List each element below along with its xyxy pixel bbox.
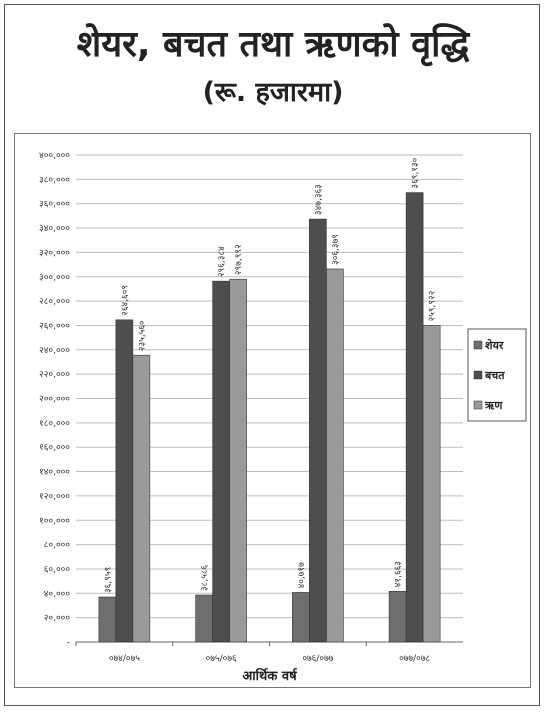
y-tick-label: २२०,०००: [39, 370, 70, 380]
data-label: २९७,९९२: [234, 244, 244, 275]
x-axis-label: आर्थिक वर्ष: [242, 668, 297, 684]
y-tick-label: ३४०,०००: [39, 224, 70, 234]
y-tick-label: ४००,०००: [39, 151, 70, 161]
legend-swatch: [473, 400, 483, 410]
x-tick-label: ०७४/०७५: [109, 654, 140, 664]
data-label: २३५,५६०: [137, 320, 147, 351]
chart-area: - २०,००० ४०,००० ६०,००० ८०,००० १००,००० १२०,००० १…: [14, 133, 531, 688]
bar: [388, 590, 407, 643]
y-tick-label: १४०,०००: [39, 468, 70, 478]
y-tick-label: २०,०००: [44, 614, 71, 624]
bar: [326, 268, 344, 643]
y-tick-label: ८०,०००: [44, 541, 71, 551]
bar: [115, 319, 134, 643]
data-label: ४१,६६३: [394, 561, 404, 587]
bar: [422, 325, 441, 643]
data-label: ३६९,१३०: [411, 157, 421, 188]
y-tick-label: ४०,०००: [44, 589, 71, 599]
x-tick-label: ०७७/०७८: [399, 654, 430, 664]
bar: [229, 278, 247, 643]
bar: [212, 280, 230, 643]
chart-title: शेयर, बचत तथा ऋणको वृद्धि: [76, 24, 470, 65]
bar: [309, 218, 327, 643]
data-label: ३८,५८६: [200, 564, 210, 591]
legend-swatch: [473, 370, 483, 380]
bar: [132, 354, 151, 643]
data-label: ३४७,३६३: [314, 184, 324, 215]
legend-label: ऋण: [484, 399, 503, 412]
chart-subtitle: (रू. हजारमा): [202, 77, 344, 108]
y-tick-label: २८०,०००: [39, 297, 70, 307]
legend-label: बचत: [484, 369, 505, 382]
y-tick-label: २६०,०००: [39, 321, 70, 331]
bar: [98, 596, 117, 643]
y-tick-label: १८०,०००: [39, 419, 70, 429]
data-label: २९६,३८४: [217, 246, 227, 277]
x-tick-label: ०७५/०७६: [206, 654, 237, 664]
legend-swatch: [473, 340, 483, 350]
bar: [292, 592, 310, 643]
y-tick-label: १२०,०००: [39, 492, 70, 502]
y-tick-label: २००,०००: [39, 395, 70, 405]
bar: [195, 594, 213, 643]
data-label: ३६,९५९: [103, 567, 113, 593]
y-tick-label: ६०,०००: [44, 565, 71, 575]
data-label: २६४,६०९: [120, 285, 130, 316]
y-tick-label: ३२०,०००: [39, 248, 70, 258]
data-label: २५९,९२२: [428, 290, 438, 321]
y-tick-label: -: [67, 638, 70, 648]
x-tick-label: ०७६/०७७: [302, 654, 333, 664]
y-tick-label: ३६०,०००: [39, 200, 70, 210]
y-tick-label: १६०,०००: [39, 443, 70, 453]
bar: [405, 192, 424, 643]
y-tick-label: ३००,०००: [39, 273, 70, 283]
page-frame: [4, 4, 540, 706]
bar-chart: - २०,००० ४०,००० ६०,००० ८०,००० १००,००० १२०,००० १…: [39, 151, 527, 684]
data-label: ३०६,३७९: [331, 234, 341, 265]
y-tick-label: २४०,०००: [39, 346, 70, 356]
y-tick-label: ३८०,०००: [39, 175, 70, 185]
legend-label: शेयर: [485, 338, 504, 352]
data-label: ४०,७१७: [297, 562, 307, 589]
y-tick-label: १००,०००: [39, 516, 70, 526]
